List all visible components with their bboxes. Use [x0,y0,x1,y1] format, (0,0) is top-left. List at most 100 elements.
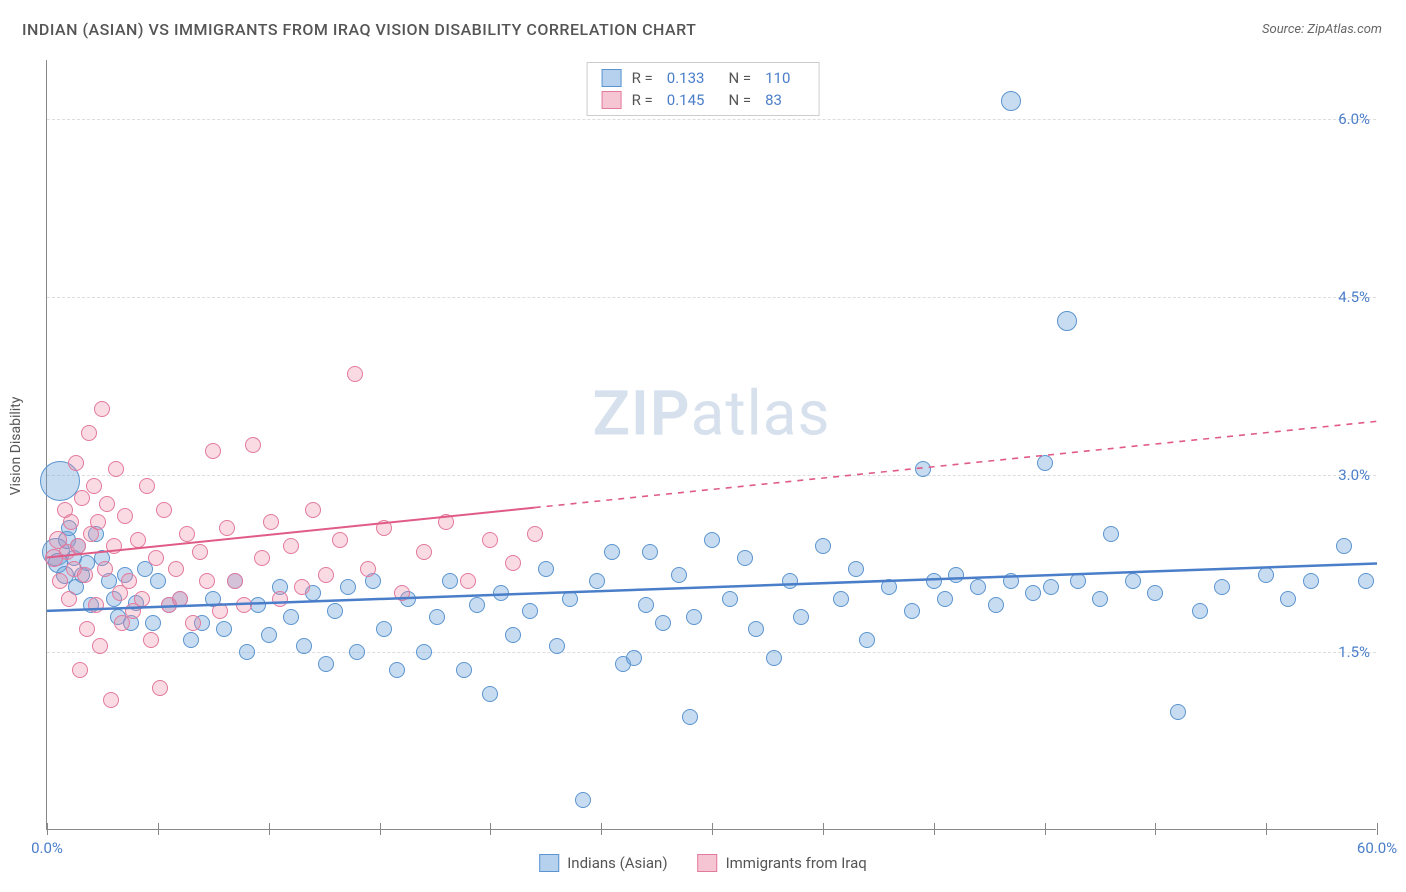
scatter-point [192,544,208,560]
scatter-point [394,585,410,601]
scatter-point [179,526,195,542]
scatter-point [327,603,343,619]
scatter-point [915,461,931,477]
scatter-point [236,597,252,613]
scatter-point [833,591,849,607]
scatter-point [283,538,299,554]
scatter-point [68,455,84,471]
scatter-point [212,603,228,619]
scatter-point [604,544,620,560]
scatter-point [1214,579,1230,595]
scatter-point [881,579,897,595]
scatter-point [538,561,554,577]
gridline [47,297,1376,298]
scatter-point [77,567,93,583]
scatter-point [305,502,321,518]
scatter-point [655,615,671,631]
scatter-point [108,461,124,477]
scatter-point [815,538,831,554]
x-tick [601,823,602,835]
scatter-point [117,508,133,524]
scatter-point [505,627,521,643]
scatter-point [948,567,964,583]
scatter-point [199,573,215,589]
scatter-point [92,638,108,654]
chart-title: INDIAN (ASIAN) VS IMMIGRANTS FROM IRAQ V… [22,20,696,39]
legend-swatch-pink [698,854,718,872]
x-tick [823,823,824,835]
scatter-point [245,437,261,453]
scatter-point [261,627,277,643]
legend-series: Indians (Asian) Immigrants from Iraq [539,854,867,872]
scatter-point [1103,526,1119,542]
scatter-point [904,603,920,619]
legend-stats-row: R = 0.133 N = 110 [588,67,819,89]
scatter-point [216,621,232,637]
scatter-point [970,579,986,595]
legend-item: Indians (Asian) [539,854,667,872]
scatter-point [671,567,687,583]
y-tick-label: 1.5% [1338,643,1370,661]
scatter-point [340,579,356,595]
scatter-point [70,538,86,554]
scatter-point [1003,573,1019,589]
r-value: 0.133 [667,69,705,87]
scatter-point [988,597,1004,613]
chart-container: INDIAN (ASIAN) VS IMMIGRANTS FROM IRAQ V… [0,0,1406,892]
scatter-point [722,591,738,607]
scatter-point [121,573,137,589]
scatter-point [522,603,538,619]
scatter-point [704,532,720,548]
legend-swatch-blue [539,854,559,872]
scatter-point [263,514,279,530]
x-tick [712,823,713,835]
scatter-point [254,550,270,566]
scatter-point [575,792,591,808]
scatter-point [283,609,299,625]
scatter-point [438,514,454,530]
scatter-point [183,632,199,648]
scatter-point [130,532,146,548]
scatter-point [227,573,243,589]
scatter-point [686,609,702,625]
watermark: ZIPatlas [593,377,831,450]
x-tick [1377,823,1378,835]
x-tick [380,823,381,835]
scatter-point [376,520,392,536]
scatter-point [185,615,201,631]
scatter-point [1001,91,1021,111]
n-value: 110 [765,69,790,87]
legend-label: Immigrants from Iraq [726,854,867,872]
y-tick-label: 3.0% [1338,466,1370,484]
scatter-point [1037,455,1053,471]
scatter-point [81,425,97,441]
r-value: 0.145 [667,91,705,109]
scatter-point [360,561,376,577]
scatter-point [493,585,509,601]
scatter-point [549,638,565,654]
x-tick [934,823,935,835]
scatter-point [416,544,432,560]
scatter-point [88,597,104,613]
scatter-point [859,632,875,648]
scatter-point [79,621,95,637]
scatter-point [168,561,184,577]
scatter-point [150,573,166,589]
scatter-point [294,579,310,595]
scatter-point [460,573,476,589]
scatter-point [272,591,288,607]
scatter-point [318,567,334,583]
scatter-point [139,478,155,494]
scatter-point [296,638,312,654]
scatter-point [562,591,578,607]
r-label: R = [632,69,653,87]
x-tick [269,823,270,835]
scatter-point [239,644,255,660]
scatter-point [148,550,164,566]
scatter-point [416,644,432,660]
scatter-point [145,615,161,631]
scatter-point [782,573,798,589]
scatter-point [793,609,809,625]
scatter-point [347,366,363,382]
scatter-point [86,478,102,494]
